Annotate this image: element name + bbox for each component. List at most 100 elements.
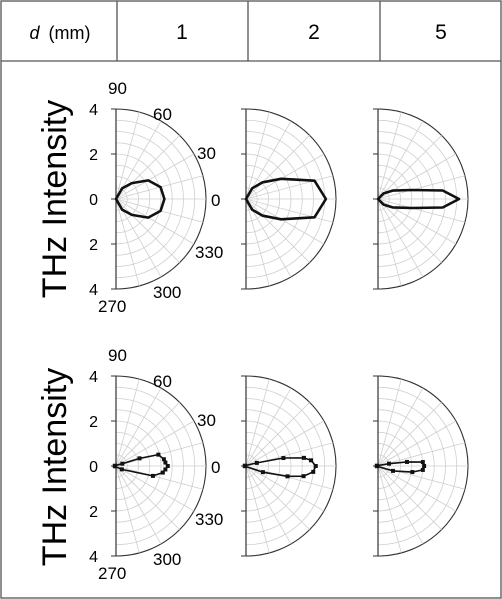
grid-spoke (377, 465, 402, 554)
grid-spoke (245, 120, 292, 200)
radial-tick-4-lower-top: 4 (89, 282, 98, 299)
data-point (165, 464, 170, 468)
grid-spoke (377, 198, 402, 287)
grid-spoke (245, 465, 310, 530)
data-point (390, 468, 395, 473)
radial-tick-4-upper-bottom: 4 (89, 369, 98, 386)
column-header-1: 1 (176, 21, 188, 44)
data-point (285, 474, 290, 479)
grid-spoke (245, 135, 310, 200)
data-point (420, 467, 425, 472)
grid-spoke (115, 465, 204, 490)
grid-spoke (377, 465, 442, 530)
grid-spoke (245, 198, 334, 223)
data-point (410, 470, 415, 475)
data-point (309, 458, 314, 463)
angle-label-270-bottom: 270 (98, 564, 126, 583)
angle-label-330-top: 330 (195, 243, 223, 262)
angle-label-60-bottom: 60 (153, 372, 172, 391)
angle-label-330-bottom: 330 (195, 510, 223, 529)
header-d-label: d (mm) (29, 23, 90, 43)
data-point (311, 469, 316, 474)
radial-tick-2-upper-top: 2 (89, 147, 98, 164)
data-point (119, 467, 124, 472)
grid-spoke (377, 387, 424, 467)
header-d-unit: (mm) (49, 23, 91, 43)
radial-tick-2-upper-bottom: 2 (89, 414, 98, 431)
data-point (163, 467, 168, 472)
angle-label-90-bottom: 90 (108, 346, 127, 365)
angle-label-0-bottom: 0 (211, 458, 220, 477)
radial-tick-4-lower-bottom: 4 (89, 549, 98, 566)
grid-spoke (245, 198, 310, 263)
grid-spoke (245, 402, 310, 467)
data-point (137, 456, 142, 461)
data-point (281, 456, 286, 461)
grid-spoke (115, 402, 180, 467)
polar-panel-row1-col3 (373, 108, 469, 290)
data-point (112, 463, 117, 468)
grid-spoke (245, 465, 270, 554)
grid-spoke (245, 198, 270, 287)
grid-spoke (245, 465, 292, 545)
grid-spoke (245, 153, 325, 200)
grid-spoke (377, 402, 442, 467)
grid-spoke (245, 175, 334, 200)
grid-spoke (115, 135, 180, 200)
grid-spoke (115, 420, 195, 467)
radial-tick-0-top: 0 (89, 192, 98, 209)
grid-spoke (245, 198, 325, 245)
angle-label-270-top: 270 (98, 297, 126, 316)
data-point (404, 459, 409, 464)
column-header-2: 2 (308, 21, 320, 44)
data-point (150, 473, 155, 478)
row-label-top: THz Intensity (36, 100, 74, 298)
grid-spoke (245, 465, 325, 512)
grid-spoke (377, 442, 466, 467)
grid-spoke (245, 387, 292, 467)
grid-spoke (115, 198, 140, 287)
polar-panel-row1-col2 (241, 108, 337, 290)
polar-panel-row2-col1 (111, 375, 207, 557)
grid-spoke (245, 198, 292, 278)
grid-spoke (377, 465, 424, 545)
grid-spoke (115, 153, 195, 200)
grid-spoke (115, 198, 162, 278)
grid-spoke (377, 420, 457, 467)
header-d-symbol: d (29, 23, 40, 43)
angle-label-300-top: 300 (153, 283, 181, 302)
grid-spoke (115, 465, 180, 530)
grid-spoke (115, 111, 140, 200)
intensity-curve (376, 188, 461, 210)
grid-spoke (377, 198, 466, 223)
grid-spoke (245, 378, 270, 467)
column-header-3: 5 (435, 21, 447, 44)
radial-tick-2-lower-top: 2 (89, 237, 98, 254)
grid-spoke (377, 135, 442, 200)
grid-spoke (245, 420, 325, 467)
grid-spoke (115, 198, 180, 263)
angle-label-30-top: 30 (197, 144, 216, 163)
data-point (254, 460, 259, 465)
data-point (120, 461, 125, 466)
grid-spoke (115, 378, 140, 467)
grid-spoke (115, 465, 162, 545)
grid-spoke (377, 175, 466, 200)
grid-spoke (377, 120, 424, 200)
data-point (301, 474, 306, 479)
row-label-bottom: THz Intensity (36, 368, 74, 566)
grid-spoke (115, 198, 195, 245)
radial-tick-2-lower-bottom: 2 (89, 504, 98, 521)
polar-panel-row1-col1 (111, 108, 207, 290)
intensity-curve (114, 179, 166, 219)
grid-spoke (377, 465, 457, 512)
polar-panel-row2-col3 (373, 375, 469, 557)
data-point (242, 463, 247, 468)
data-point (374, 463, 379, 468)
angle-label-90-top: 90 (108, 79, 127, 98)
radial-tick-4-upper-top: 4 (89, 102, 98, 119)
angle-label-300-bottom: 300 (153, 550, 181, 569)
